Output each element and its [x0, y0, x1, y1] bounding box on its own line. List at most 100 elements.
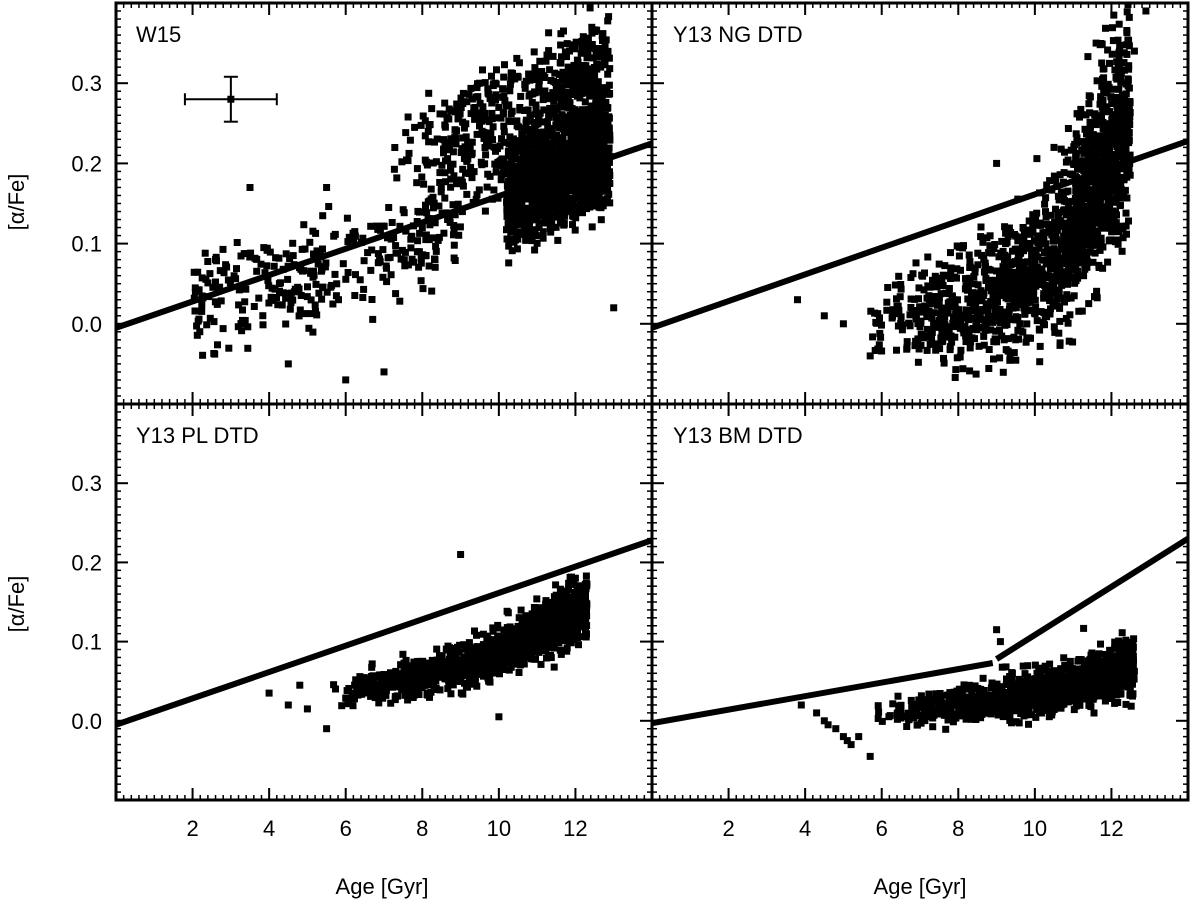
- scatter-point: [496, 670, 503, 678]
- scatter-point: [1115, 47, 1123, 55]
- scatter-point: [924, 282, 932, 290]
- scatter-point: [997, 249, 1005, 257]
- scatter-point: [440, 145, 447, 153]
- scatter-point: [588, 41, 596, 48]
- scatter-point: [305, 324, 313, 332]
- scatter-point: [1104, 177, 1112, 185]
- scatter-point: [1091, 174, 1099, 182]
- scatter-point: [1008, 279, 1016, 287]
- scatter-point: [1004, 335, 1012, 343]
- scatter-point: [559, 103, 567, 111]
- scatter-point: [1060, 206, 1068, 214]
- scatter-point: [512, 175, 520, 183]
- scatter-point: [583, 612, 591, 620]
- scatter-point: [541, 165, 549, 173]
- scatter-point: [1043, 293, 1051, 301]
- scatter-point: [523, 627, 531, 635]
- scatter-point: [432, 247, 440, 255]
- scatter-point: [1072, 209, 1080, 217]
- scatter-point: [1057, 269, 1065, 277]
- scatter-point: [1006, 350, 1014, 358]
- scatter-point: [219, 245, 227, 253]
- scatter-point: [535, 84, 543, 92]
- scatter-point: [307, 296, 315, 304]
- scatter-point: [521, 124, 528, 132]
- scatter-point: [589, 180, 597, 188]
- scatter-point: [404, 261, 412, 269]
- scatter-point: [558, 216, 566, 224]
- scatter-point: [1098, 160, 1106, 168]
- scatter-point: [579, 33, 587, 41]
- scatter-point: [426, 221, 434, 229]
- scatter-point: [1063, 219, 1071, 227]
- scatter-point: [573, 56, 581, 64]
- scatter-point: [300, 310, 308, 318]
- scatter-point: [360, 285, 368, 293]
- scatter-point: [374, 250, 382, 258]
- scatter-point: [1092, 39, 1100, 47]
- scatter-point: [898, 326, 906, 334]
- scatter-point: [434, 236, 442, 244]
- scatter-point: [429, 204, 437, 212]
- scatter-point: [518, 140, 525, 148]
- scatter-point: [924, 325, 931, 333]
- scatter-point: [259, 312, 267, 320]
- scatter-point: [376, 226, 384, 234]
- scatter-point: [971, 264, 979, 272]
- scatter-point: [975, 291, 983, 298]
- scatter-point: [1015, 271, 1023, 279]
- scatter-point: [587, 121, 595, 129]
- scatter-point: [1115, 228, 1123, 236]
- scatter-point: [1093, 287, 1101, 295]
- scatter-point: [1036, 342, 1044, 350]
- scatter-point: [605, 54, 613, 62]
- scatter-point: [526, 214, 534, 222]
- scatter-point: [537, 186, 545, 194]
- scatter-point: [1085, 100, 1093, 108]
- scatter-point: [1064, 319, 1072, 327]
- scatter-point: [569, 212, 577, 220]
- scatter-point: [1093, 214, 1101, 222]
- scatter-point: [323, 184, 331, 191]
- scatter-point: [432, 158, 440, 166]
- scatter-point: [289, 239, 297, 247]
- scatter-point: [587, 109, 595, 116]
- scatter-point: [1003, 289, 1011, 297]
- scatter-point: [338, 702, 346, 710]
- scatter-point: [606, 65, 614, 73]
- scatter-point: [397, 661, 405, 669]
- scatter-point: [300, 221, 308, 229]
- scatter-point: [999, 268, 1006, 275]
- scatter-point: [1099, 216, 1107, 224]
- scatter-point: [244, 323, 252, 331]
- scatter-point: [459, 165, 467, 173]
- scatter-point: [481, 207, 489, 215]
- scatter-point: [1089, 258, 1097, 266]
- scatter-point: [937, 334, 945, 342]
- scatter-point: [561, 142, 569, 150]
- scatter-point: [1099, 65, 1107, 73]
- minor-ticks-y13-pl: [115, 403, 653, 801]
- scatter-point: [555, 210, 563, 218]
- scatter-point: [1058, 244, 1065, 251]
- scatter-point: [485, 635, 493, 643]
- scatter-point: [579, 179, 587, 187]
- scatter-point: [450, 241, 458, 249]
- scatter-point: [523, 135, 531, 143]
- scatter-point: [309, 328, 317, 336]
- scatter-point: [965, 330, 973, 338]
- scatter-point: [585, 88, 593, 96]
- scatter-point: [465, 90, 473, 98]
- scatter-point: [415, 691, 423, 698]
- scatter-point: [199, 351, 207, 359]
- scatter-point: [1091, 293, 1098, 301]
- scatter-point: [422, 231, 430, 239]
- scatter-point: [590, 86, 598, 94]
- scatter-point: [206, 270, 214, 278]
- scatter-point: [551, 69, 559, 77]
- scatter-point: [413, 165, 421, 173]
- scatter-point: [574, 207, 581, 215]
- scatter-point: [969, 315, 977, 323]
- scatter-point: [539, 234, 547, 242]
- scatter-point: [1096, 194, 1104, 202]
